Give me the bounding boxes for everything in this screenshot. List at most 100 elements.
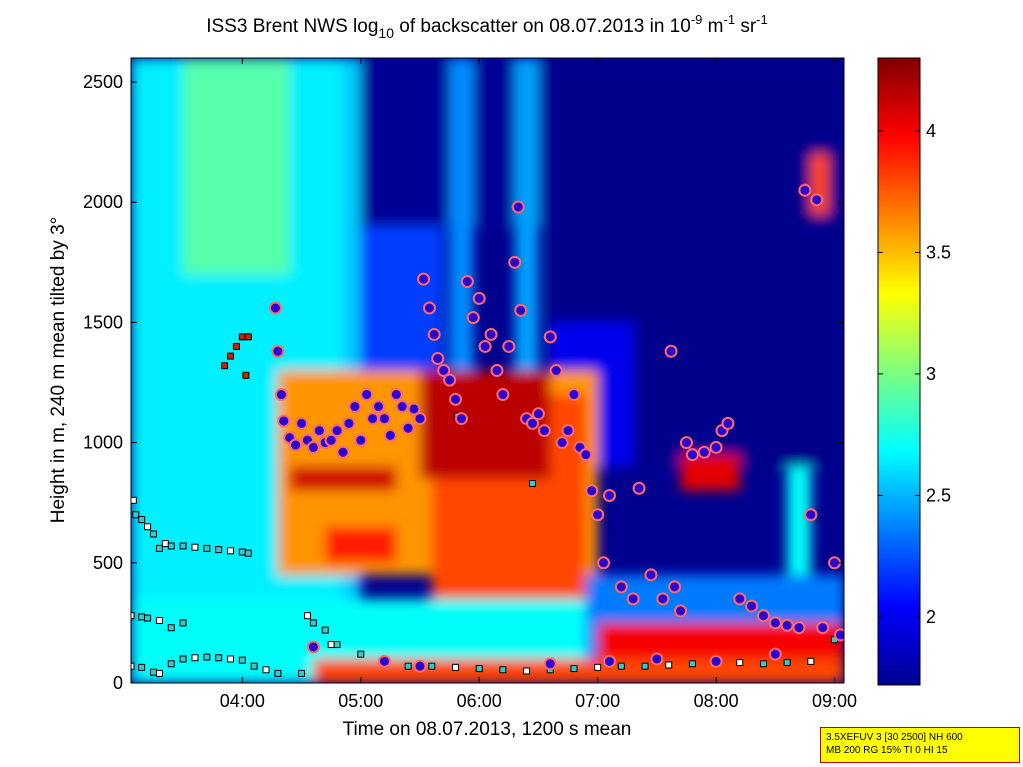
- layer-marker: [144, 523, 152, 531]
- cloud-base-point: [709, 440, 723, 454]
- layer-marker: [303, 612, 311, 620]
- cloud-base-point: [336, 445, 350, 459]
- layer-marker: [215, 546, 223, 554]
- cloud-base-point: [342, 416, 356, 430]
- layer-marker: [617, 662, 625, 670]
- layer-marker: [736, 659, 744, 667]
- cloud-base-point: [602, 654, 616, 668]
- layer-marker: [665, 661, 673, 669]
- y-tick-label: 2500: [83, 72, 123, 92]
- layer-marker: [759, 660, 767, 668]
- plot-frame: [130, 57, 845, 684]
- x-axis-label: Time on 08.07.2013, 1200 s mean: [343, 719, 632, 740]
- colorbar-tick-label: 2.5: [926, 485, 951, 505]
- heatmap-cell: [183, 58, 290, 275]
- cloud-base-point: [306, 440, 320, 454]
- heatmap-cell: [597, 622, 844, 659]
- layer-marker: [238, 656, 246, 664]
- info-line-1: 3.5XEFUV 3 [30 2500] NH 600: [826, 732, 963, 743]
- layer-marker: [150, 530, 158, 538]
- cloud-base-point: [549, 364, 563, 377]
- cloud-base-point: [780, 618, 794, 632]
- cloud-base-point: [756, 609, 770, 623]
- layer-marker: [221, 362, 229, 370]
- cloud-base-point: [674, 604, 688, 618]
- layer-marker: [244, 549, 252, 557]
- y-axis-label: Height in m, 240 m mean tilted by 3°: [48, 217, 69, 523]
- layer-marker: [155, 544, 163, 552]
- cloud-base-point: [632, 481, 646, 495]
- layer-marker: [242, 371, 250, 379]
- y-tick-label: 2000: [83, 192, 123, 212]
- layer-marker: [570, 665, 578, 673]
- colorbar-tick-label: 3: [926, 364, 936, 384]
- layer-marker: [357, 650, 365, 658]
- y-tick-label: 1500: [83, 312, 123, 332]
- x-tick-label: 06:00: [457, 691, 502, 711]
- cloud-base-point: [289, 438, 303, 452]
- heatmap-cell: [514, 58, 539, 371]
- cloud-base-point: [585, 484, 599, 498]
- cloud-base-point: [454, 412, 468, 426]
- cloud-base-point: [579, 448, 593, 462]
- layer-marker: [179, 619, 187, 627]
- layer-marker: [327, 641, 335, 649]
- layer-marker: [262, 666, 270, 674]
- cloud-base-point: [348, 400, 362, 414]
- layer-marker: [250, 662, 258, 670]
- layer-marker: [167, 624, 175, 632]
- cloud-base-point: [407, 402, 421, 416]
- layer-marker: [499, 666, 507, 674]
- layer-marker: [688, 660, 696, 668]
- cloud-base-point: [768, 647, 782, 661]
- heatmap-regions: [131, 58, 844, 683]
- cloud-base-point: [733, 592, 747, 606]
- colorbar-tick-label: 2: [926, 607, 936, 627]
- cloud-base-point: [602, 489, 616, 502]
- cloud-base-point: [377, 654, 391, 668]
- cloud-base-point: [502, 339, 516, 353]
- cloud-base-point: [324, 433, 338, 447]
- layer-marker: [131, 662, 135, 670]
- layer-marker: [215, 654, 223, 662]
- x-tick-label: 04:00: [220, 691, 265, 711]
- layer-marker: [226, 547, 234, 555]
- cloud-base-point: [810, 193, 824, 207]
- cloud-base-point: [431, 351, 445, 365]
- colorbar-tick-label: 4: [926, 121, 936, 141]
- layer-marker: [226, 352, 234, 360]
- cloud-base-point: [466, 311, 480, 325]
- cloud-base-point: [417, 272, 431, 286]
- layer-marker: [155, 669, 163, 677]
- cloud-base-point: [490, 364, 504, 377]
- cloud-base-point: [478, 339, 492, 353]
- layer-marker: [155, 617, 163, 624]
- cloud-base-point: [668, 580, 682, 594]
- cloud-base-point: [555, 436, 569, 450]
- cloud-base-point: [389, 388, 403, 402]
- cloud-base-point: [511, 200, 525, 214]
- cloud-base-point: [597, 556, 611, 570]
- layer-marker: [138, 663, 146, 671]
- cloud-base-point: [460, 275, 474, 289]
- x-tick-label: 05:00: [338, 691, 383, 711]
- y-tick-label: 0: [113, 673, 123, 693]
- heatmap-cell: [449, 58, 474, 371]
- cloud-base-point: [372, 400, 386, 414]
- cloud-base-point: [709, 654, 723, 668]
- cloud-base-point: [721, 416, 735, 430]
- cloud-base-point: [679, 436, 693, 450]
- layer-marker: [167, 542, 175, 550]
- layer-marker: [783, 659, 791, 667]
- cloud-base-point: [798, 183, 812, 197]
- layer-marker: [452, 663, 460, 671]
- cloud-base-point: [496, 388, 510, 402]
- cloud-base-point: [543, 330, 557, 344]
- cloud-base-point: [664, 344, 678, 358]
- cloud-base-point: [508, 255, 522, 269]
- y-tick-label: 1000: [83, 433, 123, 453]
- layer-marker: [529, 479, 537, 487]
- cloud-base-point: [514, 303, 528, 317]
- layer-marker: [321, 626, 329, 634]
- cloud-base-point: [413, 412, 427, 426]
